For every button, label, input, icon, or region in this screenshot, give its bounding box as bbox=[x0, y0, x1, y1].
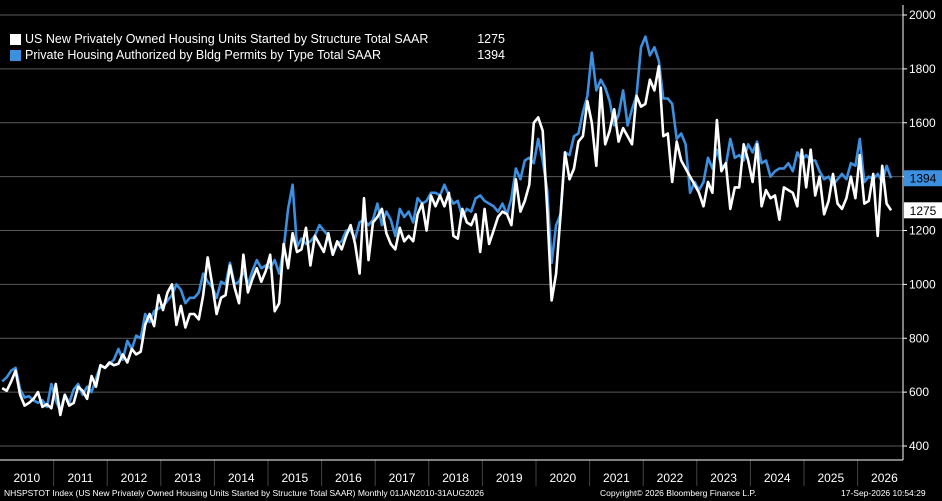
x-tick-label-2010: 2010 bbox=[13, 471, 40, 485]
badge-label-permits: 1394 bbox=[910, 172, 937, 186]
legend-item-permits: Private Housing Authorized by Bldg Permi… bbox=[10, 47, 505, 63]
footer-source: NHSPSTOT Index (US New Privately Owned H… bbox=[4, 488, 484, 498]
y-tick-label-1200: 1200 bbox=[909, 224, 936, 238]
last-value-badges: 1275 1394 bbox=[904, 170, 942, 219]
x-axis: 2010 2011 2012 2013 2014 2015 2016 2017 2018 2019… bbox=[0, 459, 903, 485]
x-tick-label-2022: 2022 bbox=[657, 471, 684, 485]
x-tick-label-2021: 2021 bbox=[603, 471, 630, 485]
x-tick-label-2014: 2014 bbox=[228, 471, 255, 485]
x-tick-label-2013: 2013 bbox=[174, 471, 201, 485]
legend-swatch-permits bbox=[10, 49, 21, 61]
legend-label-starts: US New Privately Owned Housing Units Sta… bbox=[25, 32, 429, 46]
legend: US New Privately Owned Housing Units Sta… bbox=[6, 30, 509, 64]
legend-value-starts: 1275 bbox=[477, 32, 505, 46]
y-tick-label-600: 600 bbox=[909, 385, 929, 399]
legend-value-permits: 1394 bbox=[477, 48, 505, 62]
x-tick-label-2026: 2026 bbox=[871, 471, 898, 485]
y-axis: 400600800100012001400160018002000 bbox=[902, 5, 936, 460]
series-line-starts bbox=[1, 64, 893, 417]
footer-timestamp: 17-Sep-2026 10:54:29 bbox=[841, 488, 926, 498]
badge-label-starts: 1275 bbox=[910, 204, 937, 218]
legend-swatch-starts bbox=[10, 33, 21, 45]
footer: NHSPSTOT Index (US New Privately Owned H… bbox=[0, 486, 942, 501]
y-tick-label-800: 800 bbox=[909, 331, 929, 345]
year-separators bbox=[53, 460, 859, 486]
badge-starts bbox=[904, 202, 942, 219]
legend-item-starts: US New Privately Owned Housing Units Sta… bbox=[10, 31, 505, 47]
x-tick-label-2012: 2012 bbox=[121, 471, 148, 485]
y-tick-label-1800: 1800 bbox=[909, 62, 936, 76]
gridlines bbox=[0, 14, 903, 447]
x-tick-label-2023: 2023 bbox=[710, 471, 737, 485]
x-tick-label-2017: 2017 bbox=[389, 471, 416, 485]
y-tick-label-1000: 1000 bbox=[909, 277, 936, 291]
series-lines bbox=[1, 35, 893, 417]
x-tick-label-2016: 2016 bbox=[335, 471, 362, 485]
y-tick-label-2000: 2000 bbox=[909, 8, 936, 22]
y-tick-label-1600: 1600 bbox=[909, 116, 936, 130]
x-tick-label-2018: 2018 bbox=[442, 471, 469, 485]
y-tick-label-400: 400 bbox=[909, 439, 929, 453]
legend-label-permits: Private Housing Authorized by Bldg Permi… bbox=[25, 48, 381, 62]
x-tick-label-2025: 2025 bbox=[817, 471, 844, 485]
x-tick-label-2015: 2015 bbox=[281, 471, 308, 485]
x-tick-label-2020: 2020 bbox=[549, 471, 576, 485]
x-tick-label-2024: 2024 bbox=[764, 471, 791, 485]
badge-permits bbox=[904, 170, 942, 187]
footer-copyright: Copyright© 2026 Bloomberg Finance L.P. bbox=[600, 488, 757, 498]
x-tick-label-2019: 2019 bbox=[496, 471, 523, 485]
x-tick-label-2011: 2011 bbox=[67, 471, 93, 485]
